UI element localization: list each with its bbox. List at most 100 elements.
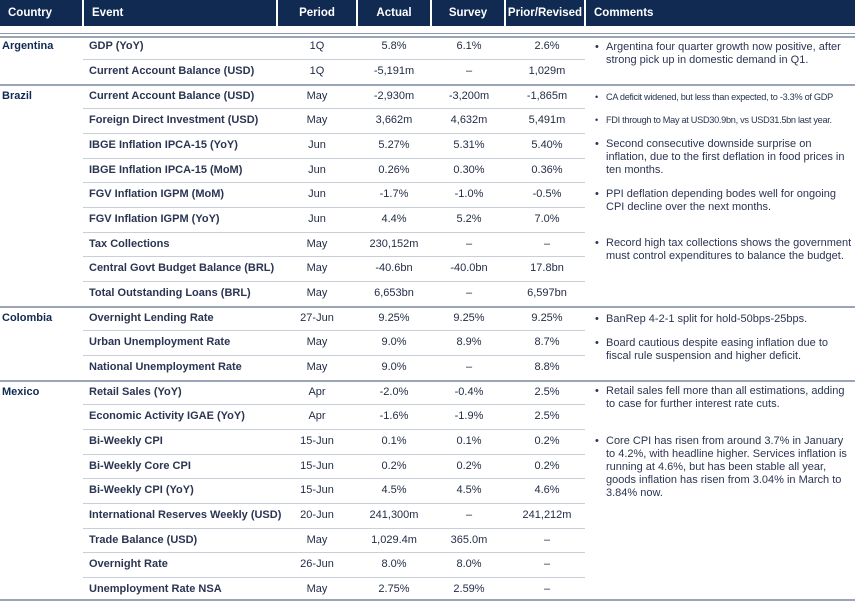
- cell-actual: -2,930m: [373, 90, 415, 102]
- comment-item: • CA deficit widened, but less than expec…: [595, 91, 853, 104]
- comment-item: • PPI deflation depending bodes well for …: [595, 188, 853, 214]
- bullet-icon: •: [595, 41, 599, 53]
- bullet-icon: •: [595, 435, 599, 447]
- cell-period: May: [306, 262, 328, 274]
- cell-actual: 2.75%: [378, 583, 410, 595]
- cell-prior: -0.5%: [532, 188, 562, 200]
- cell-period: May: [306, 287, 328, 299]
- comment-text: Argentina four quarter growth now positi…: [606, 41, 841, 66]
- header-survey: Survey: [432, 0, 504, 26]
- cell-prior: 1,029m: [528, 65, 566, 77]
- cell-survey: -40.0bn: [450, 262, 488, 274]
- cell-actual: -1.6%: [379, 410, 409, 422]
- cell-survey: 365.0m: [450, 534, 488, 546]
- cell-prior: 8.8%: [534, 361, 560, 373]
- cell-survey: –: [465, 509, 473, 521]
- cell-actual: 9.25%: [378, 312, 410, 324]
- cell-event: Unemployment Rate NSA: [89, 583, 222, 595]
- bullet-icon: •: [595, 115, 598, 125]
- cell-actual: 4.4%: [381, 213, 407, 225]
- cell-survey: 6.1%: [456, 40, 482, 52]
- cell-period: May: [306, 534, 328, 546]
- cell-actual: 5.8%: [381, 40, 407, 52]
- comment-item: • Second consecutive downside surprise on…: [595, 138, 853, 177]
- country-group-divider: [0, 380, 855, 382]
- cell-survey: 8.9%: [456, 336, 482, 348]
- cell-actual: -40.6bn: [375, 262, 413, 274]
- row-divider: [83, 59, 585, 60]
- cell-period: 26-Jun: [300, 558, 334, 570]
- comment-text: Second consecutive downside surprise on …: [606, 138, 845, 176]
- cell-period: Jun: [308, 139, 326, 151]
- cell-event: Economic Activity IGAE (YoY): [89, 410, 245, 422]
- cell-event: International Reserves Weekly (USD): [89, 509, 282, 521]
- cell-survey: –: [465, 287, 473, 299]
- country-group-divider: [0, 84, 855, 86]
- cell-actual: 3,662m: [375, 114, 413, 126]
- cell-event: FGV Inflation IGPM (MoM): [89, 188, 225, 200]
- comment-text: Record high tax collections shows the go…: [606, 237, 852, 262]
- cell-event: Bi-Weekly CPI: [89, 435, 163, 447]
- cell-survey: -1.0%: [454, 188, 484, 200]
- cell-period: 20-Jun: [300, 509, 334, 521]
- row-divider: [83, 256, 585, 257]
- cell-prior: 4.6%: [534, 484, 560, 496]
- row-divider: [83, 232, 585, 233]
- comment-text: Board cautious despite easing inflation …: [606, 337, 828, 362]
- country-group-divider: [0, 306, 855, 308]
- comment-text: PPI deflation depending bodes well for o…: [606, 188, 836, 213]
- bullet-icon: •: [595, 313, 599, 325]
- cell-period: Apr: [308, 386, 326, 398]
- cell-prior: 0.2%: [534, 435, 560, 447]
- cell-event: Current Account Balance (USD): [89, 90, 255, 102]
- cell-event: IBGE Inflation IPCA-15 (YoY): [89, 139, 238, 151]
- comment-text: Core CPI has risen from around 3.7% in J…: [606, 435, 847, 499]
- cell-prior: 0.2%: [534, 460, 560, 472]
- cell-event: FGV Inflation IGPM (YoY): [89, 213, 220, 225]
- cell-period: May: [306, 361, 328, 373]
- row-divider: [83, 404, 585, 405]
- header-divider: [0, 33, 855, 34]
- cell-prior: 6,597bn: [527, 287, 567, 299]
- header-actual: Actual: [358, 0, 430, 26]
- row-divider: [83, 182, 585, 183]
- cell-survey: 0.2%: [456, 460, 482, 472]
- cell-survey: 4.5%: [456, 484, 482, 496]
- comment-item: • Core CPI has risen from around 3.7% in …: [595, 435, 853, 500]
- header-comments: Comments: [586, 0, 855, 26]
- row-divider: [83, 478, 585, 479]
- cell-actual: 0.1%: [381, 435, 407, 447]
- bullet-icon: •: [595, 188, 599, 200]
- cell-event: Trade Balance (USD): [89, 534, 198, 546]
- row-divider: [83, 503, 585, 504]
- cell-period: 27-Jun: [300, 312, 334, 324]
- cell-survey: -0.4%: [454, 386, 484, 398]
- row-divider: [83, 454, 585, 455]
- cell-prior: 2.6%: [534, 40, 560, 52]
- cell-survey: 9.25%: [453, 312, 485, 324]
- cell-prior: –: [543, 583, 551, 595]
- cell-prior: 5.40%: [531, 139, 563, 151]
- cell-prior: -1,865m: [526, 90, 568, 102]
- cell-period: May: [306, 583, 328, 595]
- country-label: Mexico: [2, 386, 40, 398]
- cell-actual: -2.0%: [379, 386, 409, 398]
- cell-survey: 2.59%: [453, 583, 485, 595]
- cell-event: Total Outstanding Loans (BRL): [89, 287, 251, 299]
- cell-survey: –: [465, 65, 473, 77]
- cell-actual: 0.26%: [378, 164, 410, 176]
- cell-prior: –: [543, 238, 551, 250]
- cell-period: Apr: [308, 410, 326, 422]
- header-country: Country: [0, 0, 82, 26]
- bullet-icon: •: [595, 337, 599, 349]
- comment-item: • BanRep 4-2-1 split for hold-50bps-25bps…: [595, 313, 853, 326]
- cell-actual: 9.0%: [381, 361, 407, 373]
- cell-event: Current Account Balance (USD): [89, 65, 255, 77]
- bullet-icon: •: [595, 92, 598, 102]
- header-event: Event: [84, 0, 276, 26]
- table-bottom-border: [0, 599, 855, 601]
- cell-survey: -1.9%: [454, 410, 484, 422]
- cell-prior: –: [543, 558, 551, 570]
- cell-period: May: [306, 238, 328, 250]
- cell-period: 1Q: [309, 40, 325, 52]
